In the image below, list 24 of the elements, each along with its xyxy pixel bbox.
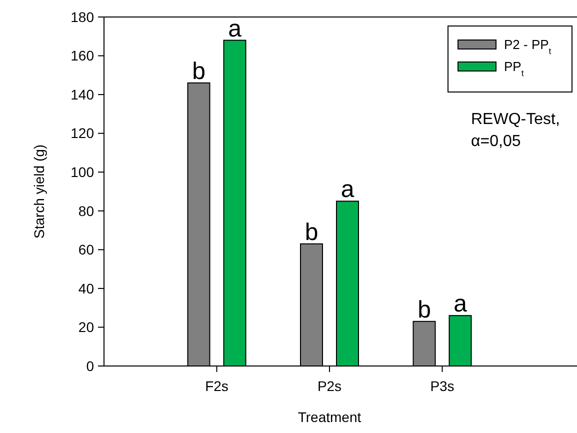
x-tick-label: P3s [430,378,454,394]
y-tick-label: 60 [78,242,94,258]
y-tick-label: 180 [70,8,94,25]
legend-label: PP$_{t}$ [504,59,524,78]
x-axis-title: Treatment [298,409,362,425]
y-tick-label: 160 [70,48,94,64]
y-tick-label: 100 [70,164,94,180]
legend-label: P2 - PP$_{t}$ [504,37,552,56]
y-tick-label: 140 [70,86,94,102]
y-tick-label: 120 [70,125,94,142]
y-tick-label: 40 [78,280,94,296]
data-label: b [418,296,431,324]
x-tick-label: P2s [317,378,342,394]
y-tick-label: 80 [78,202,94,219]
y-axis-title: Starch yield (g) [31,144,47,239]
data-label: a [454,290,468,318]
data-label: a [340,176,355,204]
data-label: a [228,15,242,42]
x-tick-label: F2s [205,378,228,394]
data-label: b [192,58,206,85]
y-tick-label: 0 [86,358,94,374]
y-tick-label: 20 [78,319,94,336]
data-label: b [304,218,318,246]
annotation: REWQ-Test, α=0,05 [471,111,560,150]
